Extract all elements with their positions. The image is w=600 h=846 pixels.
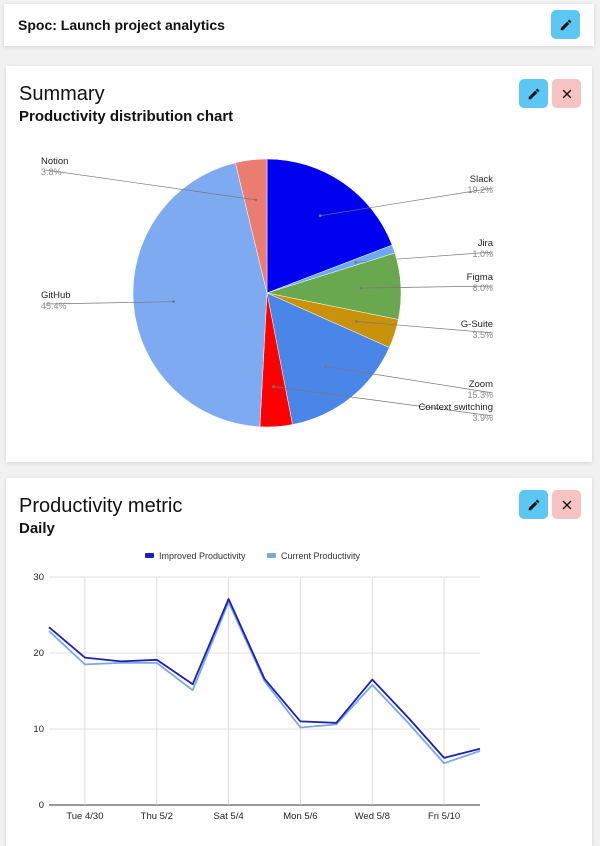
pie-label-5: Context switching (419, 402, 493, 413)
pie-label-3: G-Suite (461, 319, 493, 330)
series-line-1 (48, 601, 481, 765)
y-tick-label-2: 20 (33, 648, 44, 659)
y-tick-label-0: 0 (39, 800, 44, 811)
x-tick-label-2: Sat 5/4 (214, 811, 244, 822)
pie-leader-line-2 (360, 285, 494, 289)
close-metric-button[interactable] (552, 490, 581, 519)
x-tick-label-1: Thu 5/2 (141, 811, 173, 822)
pie-leader-line-4 (325, 366, 494, 394)
pie-label-1: Jira (478, 238, 494, 249)
legend-label-1: Current Productivity (281, 551, 361, 561)
pie-leader-dot-0 (318, 214, 322, 217)
summary-card: Summary Productivity distribution chart … (6, 66, 592, 462)
x-tick-label-5: Fri 5/10 (428, 811, 460, 822)
pencil-icon (528, 88, 539, 99)
legend-label-0: Improved Productivity (159, 551, 246, 561)
metric-subheading: Daily (19, 520, 55, 537)
close-icon (562, 500, 571, 509)
edit-summary-button[interactable] (519, 79, 548, 108)
legend-swatch-1 (267, 553, 276, 558)
page-title: Spoc: Launch project analytics (18, 17, 225, 33)
x-tick-label-4: Wed 5/8 (355, 811, 390, 822)
pie-leader-line-5 (273, 386, 494, 417)
pie-leader-dot-6 (172, 300, 175, 303)
pie-label-7: Notion (41, 156, 68, 167)
pie-leader-line-3 (356, 321, 494, 334)
pencil-icon (560, 19, 571, 30)
summary-heading: Summary (19, 83, 105, 105)
legend-swatch-0 (145, 553, 154, 558)
pie-percent-3: 3.5% (472, 330, 493, 340)
page-header: Spoc: Launch project analytics (4, 4, 594, 46)
pie-percent-7: 3.8% (41, 167, 62, 177)
pie-leader-dot-5 (272, 385, 275, 388)
pie-leader-line-6 (45, 301, 174, 305)
edit-metric-button[interactable] (519, 490, 548, 519)
pie-slice-0 (266, 158, 393, 294)
summary-subheading: Productivity distribution chart (19, 108, 234, 125)
pie-percent-4: 15.3% (467, 390, 493, 400)
pie-percent-2: 8.0% (472, 283, 493, 293)
close-icon (562, 89, 571, 98)
pie-slice-4 (266, 292, 390, 425)
y-tick-label-3: 30 (33, 572, 44, 583)
pie-slice-6 (132, 162, 268, 428)
close-summary-button[interactable] (552, 79, 581, 108)
x-tick-label-0: Tue 4/30 (66, 811, 103, 822)
pie-label-2: Figma (467, 272, 494, 283)
pie-leader-line-7 (45, 169, 256, 201)
pie-leader-line-0 (320, 187, 494, 217)
y-tick-label-1: 10 (33, 724, 44, 735)
metric-card: Productivity metric Daily 0 10 20 30 Tue 4/3… (6, 478, 592, 846)
pie-percent-6: 45.4% (41, 301, 67, 311)
pie-leader-dot-4 (324, 365, 327, 368)
pencil-icon (528, 499, 539, 510)
line-chart: 0 10 20 30 Tue 4/30 Thu 5/2 Sat 5/4 Mon 5/6 Wed … (33, 551, 481, 822)
pie-slice-7 (235, 158, 268, 294)
pie-percent-5: 3.9% (472, 413, 493, 423)
pie-leader-dot-7 (254, 198, 258, 202)
pie-leader-dot-3 (355, 320, 358, 323)
series-line-0 (48, 598, 481, 759)
pie-label-6: GitHub (41, 290, 71, 301)
pie-percent-0: 19.2% (467, 185, 493, 195)
pie-percent-1: 1.0% (472, 249, 493, 259)
pie-label-0: Slack (470, 174, 493, 185)
metric-heading: Productivity metric (19, 495, 183, 517)
x-tick-label-3: Mon 5/6 (283, 811, 317, 822)
pie-leader-dot-1 (354, 260, 357, 264)
edit-project-button[interactable] (551, 10, 580, 39)
pie-label-4: Zoom (469, 379, 493, 390)
pie-leader-dot-2 (359, 286, 363, 290)
